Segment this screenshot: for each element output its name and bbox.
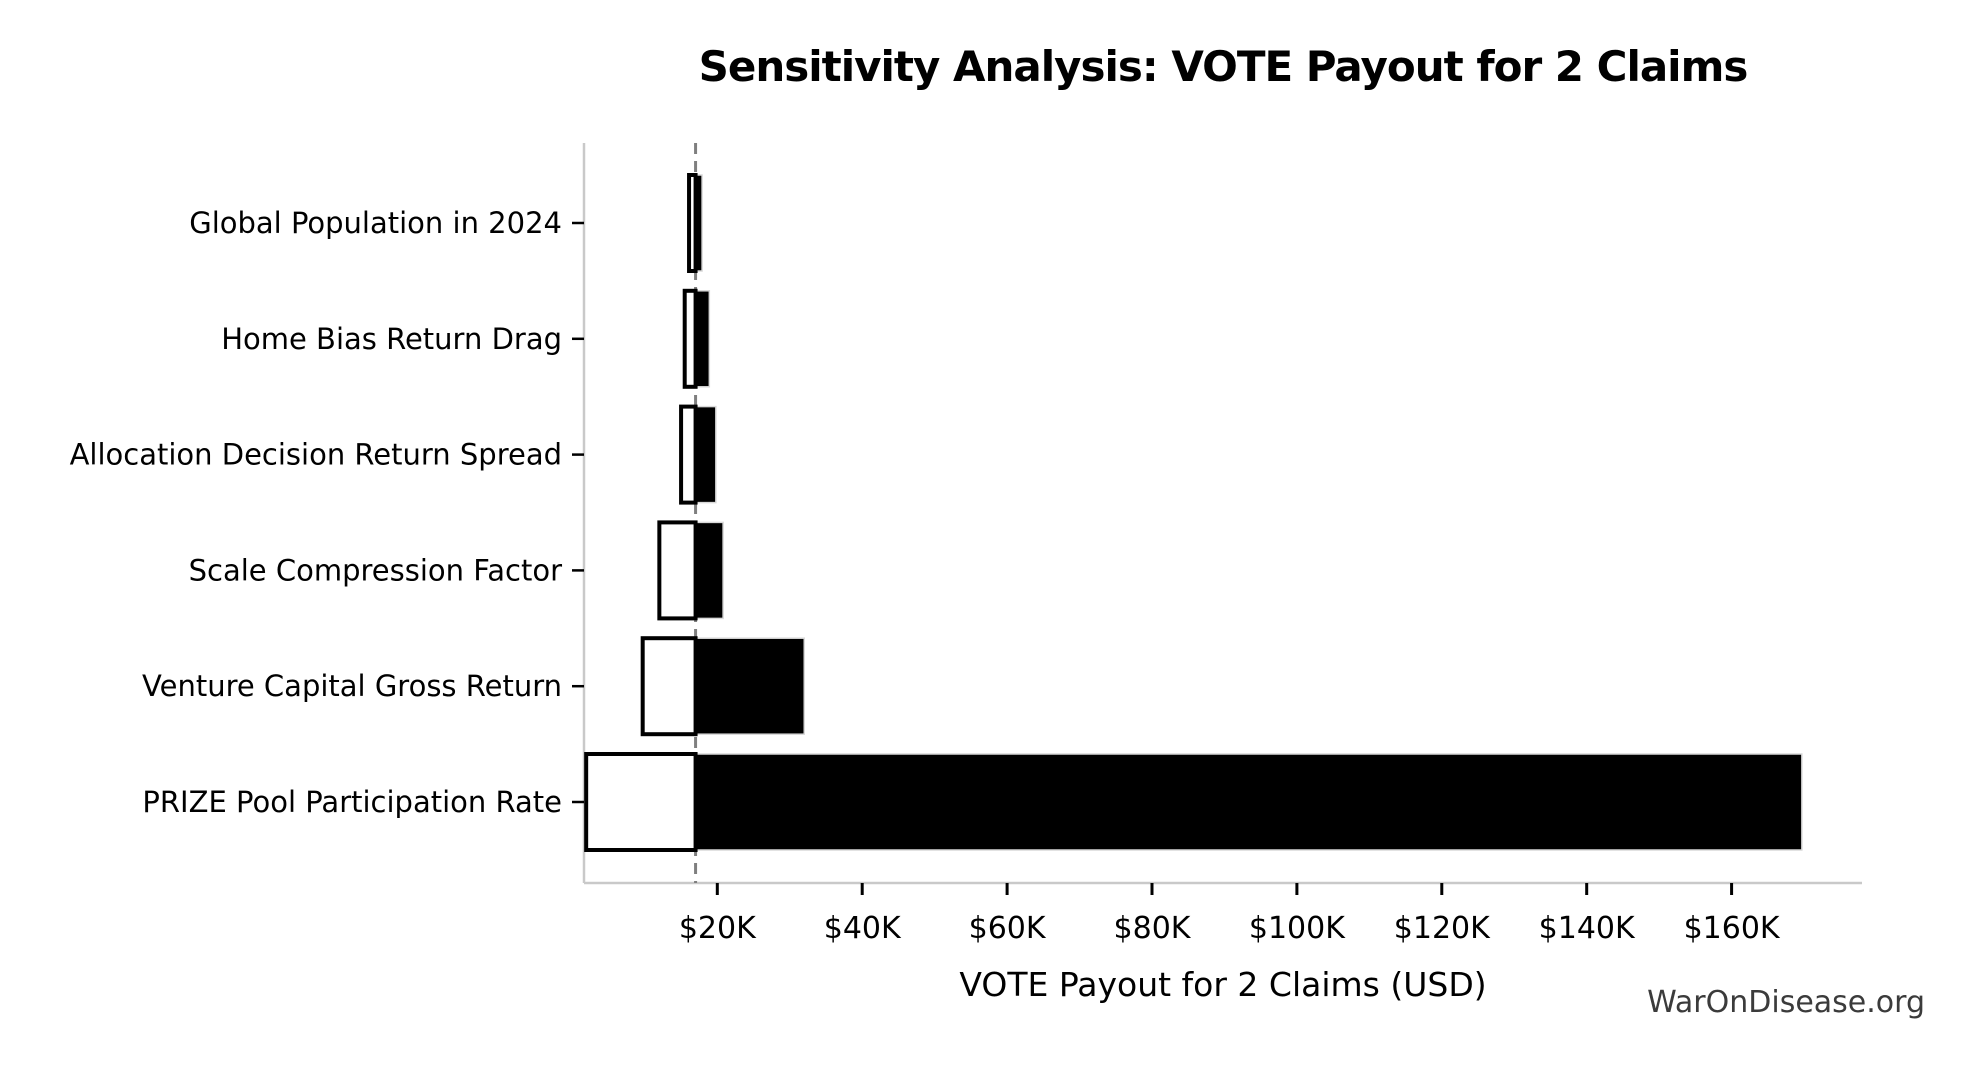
x-tick-label: $160K — [1684, 911, 1781, 946]
bar-high — [694, 753, 1803, 851]
x-tick-label: $140K — [1539, 911, 1636, 946]
bar-low — [584, 752, 698, 852]
x-tick-label: $120K — [1394, 911, 1491, 946]
x-tick-label: $40K — [824, 911, 902, 946]
bar-low — [687, 173, 698, 273]
bar-low — [679, 404, 698, 505]
y-tick-label: Global Population in 2024 — [189, 206, 562, 240]
bar-high — [694, 521, 724, 620]
bar-high — [694, 290, 711, 388]
y-tick-label: Scale Compression Factor — [189, 553, 562, 587]
bar-high — [694, 405, 717, 504]
bar-low — [640, 636, 698, 737]
y-tick-label: Home Bias Return Drag — [221, 322, 562, 356]
bar-low — [682, 288, 698, 389]
x-tick-label: $20K — [679, 911, 757, 946]
y-tick-label: PRIZE Pool Participation Rate — [142, 785, 562, 819]
x-tick-label: $80K — [1114, 911, 1192, 946]
y-tick-label: Allocation Decision Return Spread — [70, 438, 562, 472]
x-tick-label: $100K — [1249, 911, 1346, 946]
x-axis-label: VOTE Payout for 2 Claims (USD) — [959, 965, 1487, 1004]
y-tick-label: Venture Capital Gross Return — [142, 669, 562, 703]
bar-low — [657, 520, 698, 621]
bar-high — [694, 637, 805, 735]
watermark: WarOnDisease.org — [1647, 985, 1925, 1020]
x-tick-label: $60K — [969, 911, 1047, 946]
chart-title: Sensitivity Analysis: VOTE Payout for 2 … — [698, 42, 1749, 91]
